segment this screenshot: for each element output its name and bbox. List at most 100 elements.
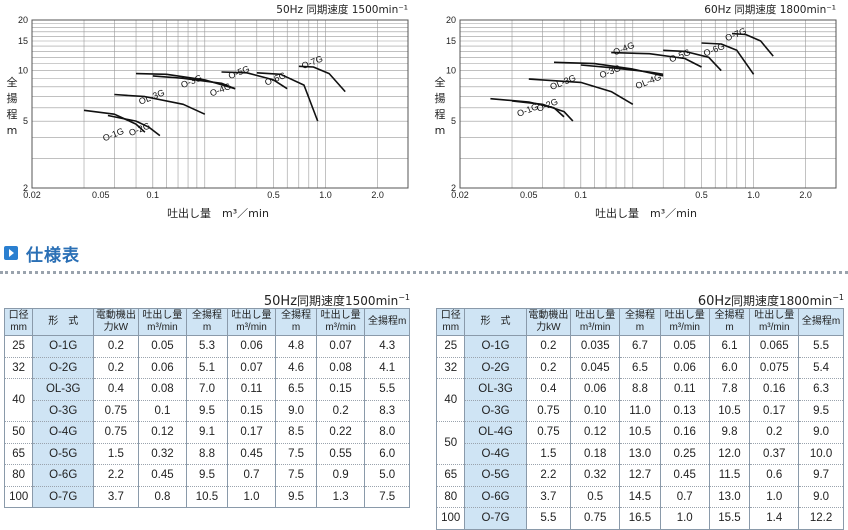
value-cell: 0.16 <box>749 378 800 401</box>
speed-text: 同期速度1800min <box>731 294 833 308</box>
curve-ol-4g <box>580 64 664 76</box>
value-cell: 5.3 <box>186 335 228 358</box>
bore-cell: 80 <box>435 486 466 508</box>
table-row: 80 O-6G 3.7 0.5 14.5 0.7 13.0 1.0 9.0 <box>435 486 844 508</box>
spec-table-50hz-wrapper: 50Hz同期速度1500min−1 口径mm 形 式電動機出力kW 吐出し量m³/m… <box>3 288 410 508</box>
table-row: 65 O-5G 1.5 0.32 8.8 0.45 7.5 0.55 6.0 <box>3 443 410 465</box>
column-header: 全揚程m <box>708 308 751 336</box>
value-cell: 0.035 <box>570 335 621 358</box>
value-cell: 13.0 <box>708 486 751 508</box>
value-cell: 6.1 <box>708 335 751 358</box>
value-cell: 1.5 <box>93 443 139 465</box>
value-cell: 0.45 <box>137 464 188 487</box>
bore-cell: 40 <box>3 378 34 422</box>
value-cell: 8.3 <box>364 400 410 422</box>
value-cell: 0.08 <box>315 357 366 379</box>
value-cell: 1.0 <box>226 486 277 508</box>
value-cell: 13.0 <box>619 443 661 465</box>
bore-cell: 32 <box>435 357 466 379</box>
value-cell: 14.5 <box>619 486 661 508</box>
x-tick-label: 0.05 <box>92 190 110 200</box>
arrow-icon <box>4 246 18 260</box>
value-cell: 9.5 <box>186 464 228 487</box>
value-cell: 9.0 <box>798 486 844 508</box>
column-header: 全揚程m <box>275 308 317 336</box>
value-cell: 9.1 <box>186 421 228 444</box>
column-header: 全揚程m <box>798 308 844 336</box>
column-header: 全揚程m <box>364 308 410 336</box>
speed-label: 60Hz同期速度1800min−1 <box>436 288 844 309</box>
value-cell: 9.5 <box>798 400 844 422</box>
curve-o-4g <box>152 75 236 90</box>
column-header: 全揚程m <box>186 308 228 336</box>
section-heading: 仕様表 <box>4 240 80 266</box>
value-cell: 0.7 <box>659 486 710 508</box>
value-cell: 0.22 <box>315 421 366 444</box>
curve-label: O-2G <box>535 96 559 114</box>
value-cell: 0.045 <box>570 357 621 379</box>
curve-label: O-7G <box>300 53 324 71</box>
x-tick-label: 1.0 <box>747 190 760 200</box>
curve-label: O-2G <box>127 121 151 139</box>
model-cell: O-5G <box>32 443 95 465</box>
value-cell: 0.13 <box>659 400 710 422</box>
y-axis-label: m <box>435 124 446 137</box>
table-row: 32 O-2G 0.2 0.045 6.5 0.06 6.0 0.075 5.4 <box>435 357 844 379</box>
y-axis-label: m <box>7 124 18 137</box>
x-tick-label: 0.05 <box>520 190 538 200</box>
value-cell: 9.7 <box>798 464 844 487</box>
model-cell: O-6G <box>464 486 527 508</box>
x-tick-label: 0.1 <box>147 190 160 200</box>
table-row: 65 O-5G 2.2 0.32 12.7 0.45 11.5 0.6 9.7 <box>435 464 844 487</box>
y-axis-label: 程 <box>7 108 18 121</box>
value-cell: 2.2 <box>93 464 139 487</box>
table-row: 100 O-7G 3.7 0.8 10.5 1.0 9.5 1.3 7.5 <box>3 486 410 508</box>
curve-label: O-5G <box>668 47 692 65</box>
hz-label: 60Hz <box>697 294 732 309</box>
curve-label: O-4G <box>612 40 636 58</box>
value-cell: 0.8 <box>137 486 188 508</box>
value-cell: 7.5 <box>364 486 410 508</box>
value-cell: 2.2 <box>525 464 572 487</box>
bore-cell: 65 <box>3 443 34 465</box>
model-cell: O-7G <box>32 486 95 508</box>
performance-chart-50hz: 0.02 0.05 0.1 0.5 1.0 2.0 2 5 10 15 20 50Hz 同期速度 15… <box>0 0 420 230</box>
x-tick-label: 2.0 <box>799 190 812 200</box>
value-cell: 6.0 <box>708 357 751 379</box>
bore-cell: 80 <box>3 464 34 487</box>
bore-cell: 25 <box>435 335 466 358</box>
value-cell: 0.45 <box>226 443 277 465</box>
bore-cell: 100 <box>435 507 466 530</box>
value-cell: 12.7 <box>619 464 661 487</box>
value-cell: 0.06 <box>570 378 621 401</box>
model-cell: O-3G <box>32 400 95 422</box>
column-header: 電動機出力kW <box>93 308 139 336</box>
model-cell: O-6G <box>32 464 95 487</box>
value-cell: 1.5 <box>525 443 572 465</box>
value-cell: 5.5 <box>525 507 572 530</box>
x-tick-label: 2.0 <box>371 190 384 200</box>
value-cell: 0.6 <box>749 464 800 487</box>
value-cell: 6.0 <box>364 443 410 465</box>
y-tick-label: 20 <box>18 15 28 25</box>
value-cell: 9.5 <box>186 400 228 422</box>
table-row: 50 O-4G 0.75 0.12 9.1 0.17 8.5 0.22 8.0 <box>3 421 410 444</box>
value-cell: 0.05 <box>659 335 710 358</box>
value-cell: 12.2 <box>798 507 844 530</box>
model-cell: OL-4G <box>464 421 527 444</box>
curve-o-7g <box>731 32 774 57</box>
model-cell: O-1G <box>464 335 527 358</box>
value-cell: 0.2 <box>93 357 139 379</box>
value-cell: 11.5 <box>708 464 751 487</box>
value-cell: 7.5 <box>275 464 317 487</box>
model-cell: O-5G <box>464 464 527 487</box>
value-cell: 0.2 <box>315 400 366 422</box>
value-cell: 5.5 <box>364 378 410 401</box>
bore-cell: 65 <box>435 464 466 487</box>
value-cell: 3.7 <box>93 486 139 508</box>
value-cell: 6.7 <box>619 335 661 358</box>
curve-label: O-7G <box>724 26 748 44</box>
performance-chart-60hz: 0.02 0.05 0.1 0.5 1.0 2.0 2 5 10 15 20 60Hz 同期速度 18… <box>428 0 848 230</box>
y-tick-label: 2 <box>451 183 456 193</box>
y-tick-label: 5 <box>451 116 456 126</box>
